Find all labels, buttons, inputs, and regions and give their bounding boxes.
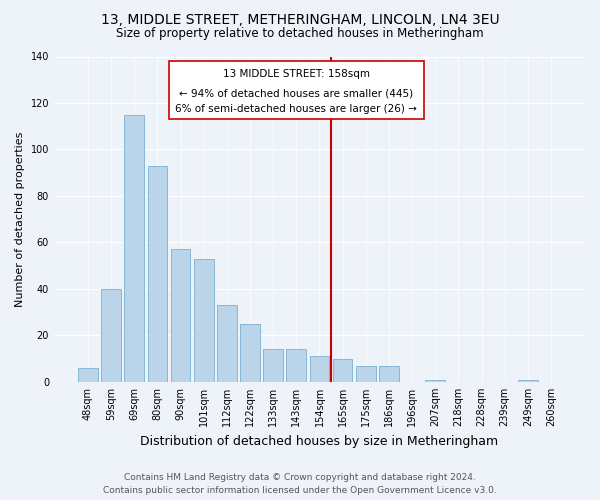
Bar [286, 350, 306, 382]
Bar [356, 366, 376, 382]
Bar [217, 305, 236, 382]
Bar [170, 250, 190, 382]
X-axis label: Distribution of detached houses by size in Metheringham: Distribution of detached houses by size … [140, 434, 499, 448]
Text: Size of property relative to detached houses in Metheringham: Size of property relative to detached ho… [116, 28, 484, 40]
Text: Contains HM Land Registry data © Crown copyright and database right 2024.
Contai: Contains HM Land Registry data © Crown c… [103, 474, 497, 495]
Text: 13, MIDDLE STREET, METHERINGHAM, LINCOLN, LN4 3EU: 13, MIDDLE STREET, METHERINGHAM, LINCOLN… [101, 12, 499, 26]
Text: 6% of semi-detached houses are larger (26) →: 6% of semi-detached houses are larger (2… [175, 104, 417, 114]
Bar [124, 114, 144, 382]
Bar [194, 258, 214, 382]
Bar [169, 61, 424, 120]
Bar [263, 350, 283, 382]
Bar [240, 324, 260, 382]
Bar [333, 358, 352, 382]
Y-axis label: Number of detached properties: Number of detached properties [15, 132, 25, 307]
Text: 13 MIDDLE STREET: 158sqm: 13 MIDDLE STREET: 158sqm [223, 69, 370, 79]
Bar [101, 289, 121, 382]
Bar [148, 166, 167, 382]
Text: ← 94% of detached houses are smaller (445): ← 94% of detached houses are smaller (44… [179, 88, 413, 98]
Bar [425, 380, 445, 382]
Bar [379, 366, 399, 382]
Bar [78, 368, 98, 382]
Bar [310, 356, 329, 382]
Bar [518, 380, 538, 382]
